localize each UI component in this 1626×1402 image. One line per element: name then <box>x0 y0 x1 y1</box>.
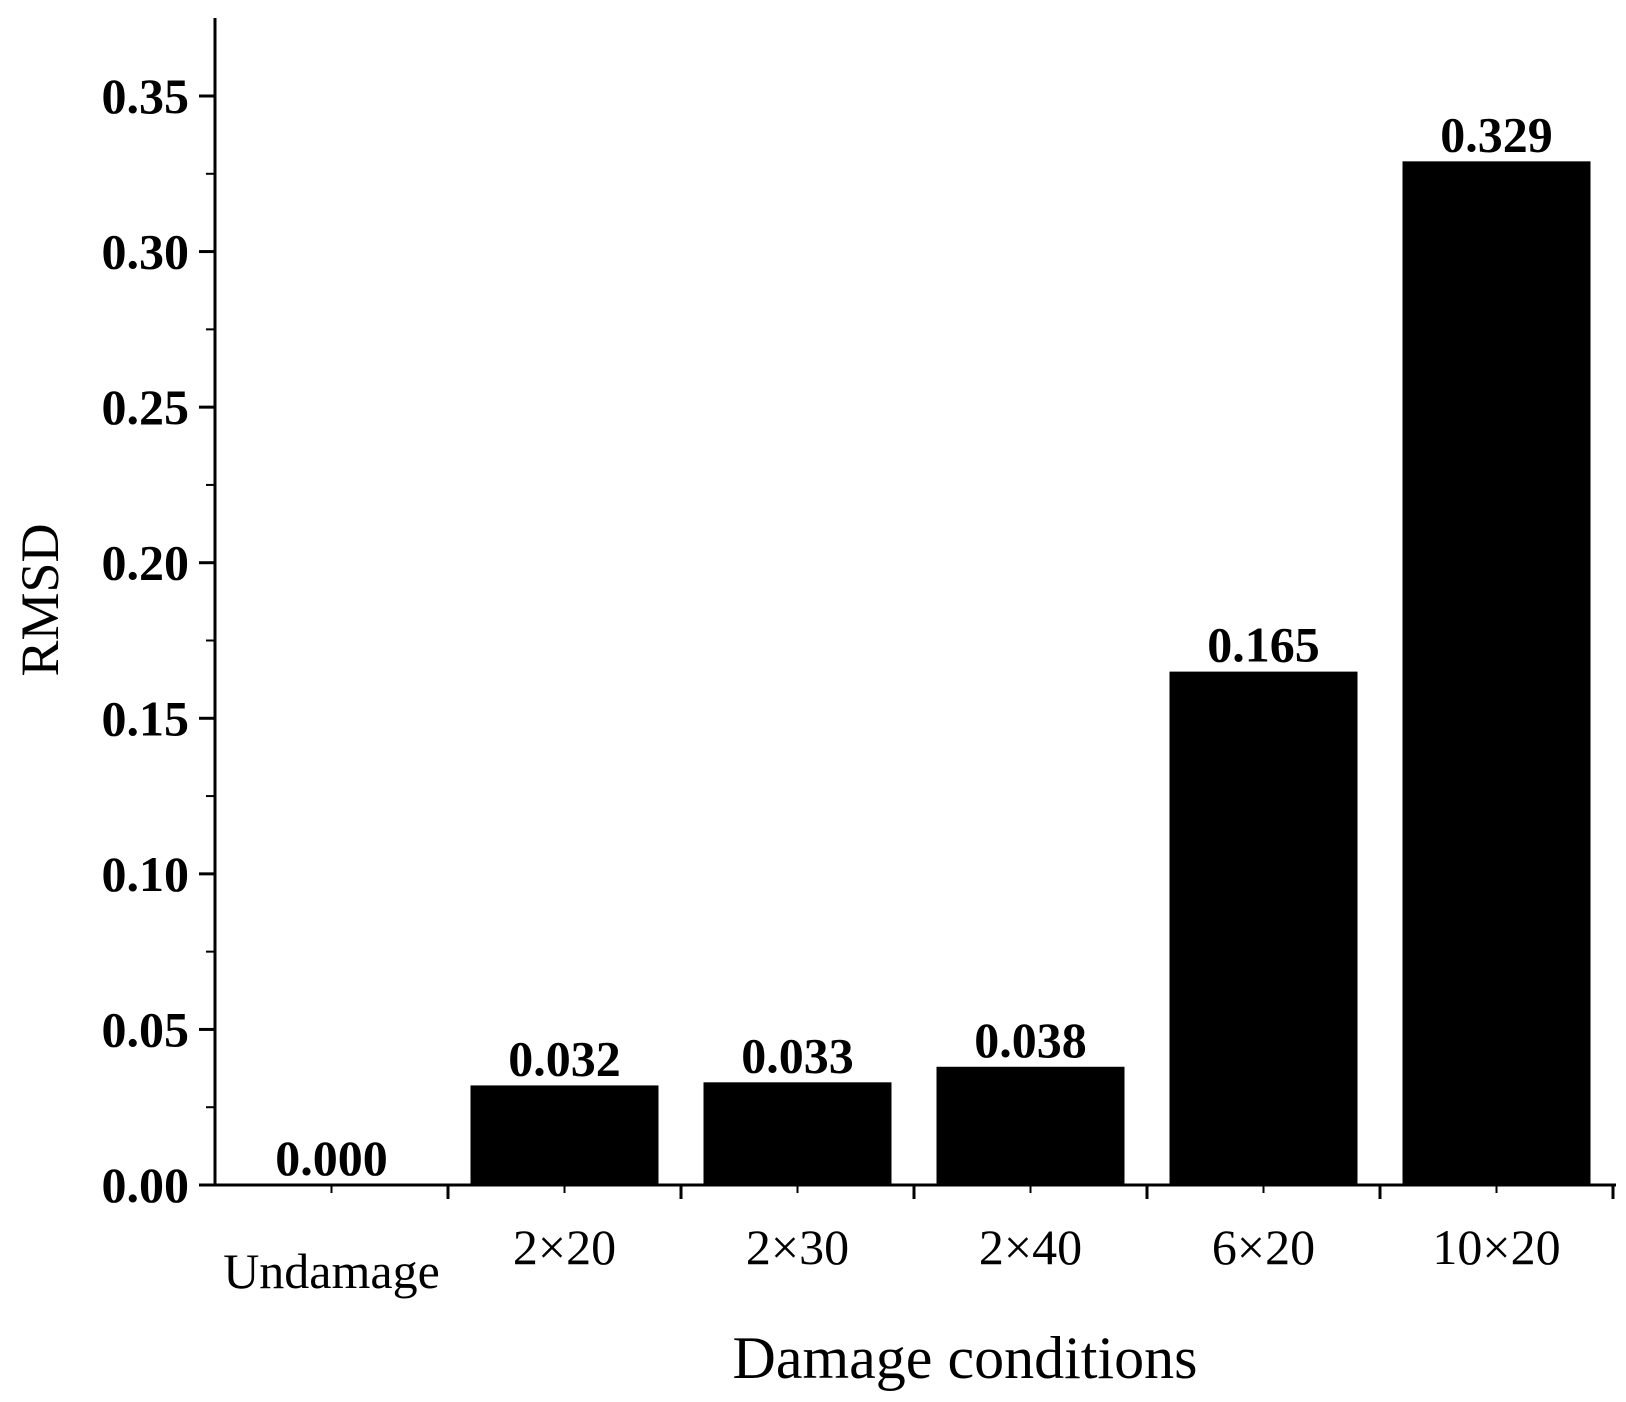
y-tick-label: 0.20 <box>102 535 190 591</box>
labels-layer: 0.000 Undamage 0.032 2×20 0.033 2×30 0.038 2×40… <box>102 68 1561 1299</box>
y-tick-label: 0.25 <box>102 379 190 435</box>
y-tick-label: 0.05 <box>102 1001 190 1057</box>
bars-layer <box>470 161 1591 1186</box>
axes-layer <box>199 18 1616 1199</box>
bar-value-label: 0.329 <box>1440 106 1553 162</box>
bar-value-label: 0.000 <box>275 1130 388 1186</box>
bar-value-label: 0.038 <box>974 1012 1087 1068</box>
x-axis-title: Damage conditions <box>733 1325 1198 1391</box>
x-tick-label: Undamage <box>223 1243 440 1299</box>
y-tick-label: 0.35 <box>102 68 190 124</box>
bar-2×20 <box>470 1085 659 1185</box>
bar-value-label: 0.165 <box>1207 617 1320 673</box>
x-tick-label: 10×20 <box>1432 1219 1560 1275</box>
x-tick-label: 6×20 <box>1212 1219 1315 1275</box>
x-tick-label: 2×30 <box>746 1219 849 1275</box>
x-tick-label: 2×20 <box>513 1219 616 1275</box>
y-tick-label: 0.15 <box>102 690 190 746</box>
bar-value-label: 0.032 <box>508 1030 621 1086</box>
y-axis-title: RMSD <box>10 523 70 676</box>
bar-10×20 <box>1402 161 1591 1186</box>
bar-6×20 <box>1169 671 1358 1185</box>
y-tick-label: 0.10 <box>102 846 190 902</box>
x-tick-label: 2×40 <box>979 1219 1082 1275</box>
bar-2×40 <box>936 1066 1125 1185</box>
y-tick-label: 0.30 <box>102 224 190 280</box>
y-tick-label: 0.00 <box>102 1157 190 1213</box>
bar-value-label: 0.033 <box>741 1027 854 1083</box>
bar-2×30 <box>703 1082 892 1185</box>
